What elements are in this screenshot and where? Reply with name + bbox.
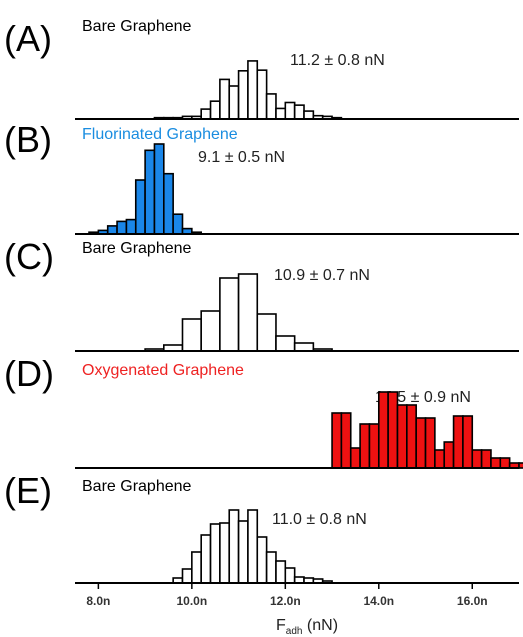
panel-a: (A) Bare Graphene 11.2 ± 0.8 nN [4, 18, 519, 120]
histogram-bar [228, 85, 240, 120]
histogram-bar [200, 108, 212, 120]
mean-annotation: 11.0 ± 0.8 nN [272, 511, 367, 528]
histogram-bar [331, 412, 343, 469]
mean-annotation: 11.2 ± 0.8 nN [290, 52, 385, 69]
histogram-bar [452, 415, 464, 469]
histogram-bar [237, 520, 249, 584]
mean-annotation: 9.1 ± 0.5 nN [198, 149, 285, 166]
histogram-bar [134, 179, 146, 235]
histogram-bar [256, 536, 268, 584]
histogram-bar [153, 143, 165, 235]
histogram-bar [237, 273, 259, 352]
histogram-bar [163, 172, 174, 235]
histogram-bar [303, 110, 315, 120]
mean-annotation: 10.9 ± 0.7 nN [274, 267, 370, 284]
histogram-bar [247, 60, 259, 120]
histogram-bar [406, 404, 417, 469]
x-tick-label: 12.0n [270, 594, 301, 608]
panel-letter: (D) [4, 353, 54, 394]
histogram-bar [275, 560, 287, 584]
histogram-bar [256, 313, 277, 352]
histogram-bar [349, 447, 361, 469]
panel-e: (E) Bare Graphene 11.0 ± 0.8 nN [4, 470, 519, 584]
x-tick-label: 16.0n [457, 594, 488, 608]
histogram-bar [415, 417, 427, 469]
panel-title: Bare Graphene [82, 18, 192, 35]
mean-annotation: 14.5 ± 0.9 nN [375, 389, 471, 406]
histogram-bar [247, 509, 259, 584]
histogram-bar [191, 551, 202, 584]
histogram-bar [499, 457, 511, 469]
histogram-bar [377, 391, 389, 469]
histogram-bar [219, 277, 240, 352]
x-tick-label: 8.0n [86, 594, 110, 608]
histogram-bar [181, 318, 202, 352]
histogram-bar [106, 225, 118, 235]
histogram-bar [219, 522, 231, 584]
panel-letter: (A) [4, 18, 52, 59]
histogram-bar [116, 220, 128, 235]
histogram-bar [396, 404, 408, 469]
histogram-bar [368, 423, 380, 469]
histogram-bar [480, 449, 492, 469]
histogram-bar [209, 100, 221, 120]
histogram-bar [424, 417, 436, 469]
histogram-bar [144, 149, 156, 235]
histogram-bar [275, 335, 296, 352]
histogram-bar [490, 457, 502, 469]
histogram-bar [293, 104, 305, 120]
histogram-bar [387, 391, 399, 469]
histogram-bar [265, 551, 277, 584]
histogram-bar [219, 78, 231, 120]
panel-title: Oxygenated Graphene [82, 362, 244, 379]
histogram-bar [237, 70, 249, 120]
histogram-bar [434, 449, 446, 469]
panel-title: Bare Graphene [82, 240, 192, 257]
histogram-bar [359, 423, 371, 469]
x-axis: 8.0n 10.0n 12.0n 14.0n 16.0n [86, 583, 488, 608]
histogram-bar [284, 567, 296, 584]
histogram-bar [228, 509, 240, 584]
panel-title: Fluorinated Graphene [82, 126, 238, 143]
histogram-bar [293, 342, 315, 352]
panel-letter: (C) [4, 236, 54, 277]
histogram-bar [518, 462, 523, 469]
panel-title: Bare Graphene [82, 478, 192, 495]
x-tick-label: 10.0n [176, 594, 207, 608]
histogram-bar [443, 441, 455, 469]
histogram-bar [256, 69, 268, 120]
panel-letter: (B) [4, 119, 52, 160]
panel-b: (B) Fluorinated Graphene 9.1 ± 0.5 nN [4, 119, 519, 235]
histogram-bar [181, 568, 193, 584]
panel-d: (D) Oxygenated Graphene 14.5 ± 0.9 nN [4, 353, 523, 469]
panel-c: (C) Bare Graphene 10.9 ± 0.7 nN [4, 236, 519, 352]
panel-letter: (E) [4, 470, 52, 511]
histogram-bar [462, 415, 474, 469]
histogram-bar [125, 218, 137, 235]
panels-group: (A) Bare Graphene 11.2 ± 0.8 nN (B) Fluorina… [4, 18, 523, 584]
histogram-bar [340, 412, 352, 469]
histogram-bar [172, 213, 184, 235]
x-tick-label: 14.0n [363, 594, 394, 608]
histogram-bar [275, 107, 287, 120]
histogram-bar [284, 101, 296, 120]
histogram-bar [200, 534, 212, 584]
x-axis-label: Fadh (nN) [276, 617, 338, 637]
histogram-bar [471, 449, 483, 469]
histogram-bar [200, 310, 221, 352]
histogram-bar [265, 93, 277, 120]
histogram-bar [209, 523, 221, 584]
